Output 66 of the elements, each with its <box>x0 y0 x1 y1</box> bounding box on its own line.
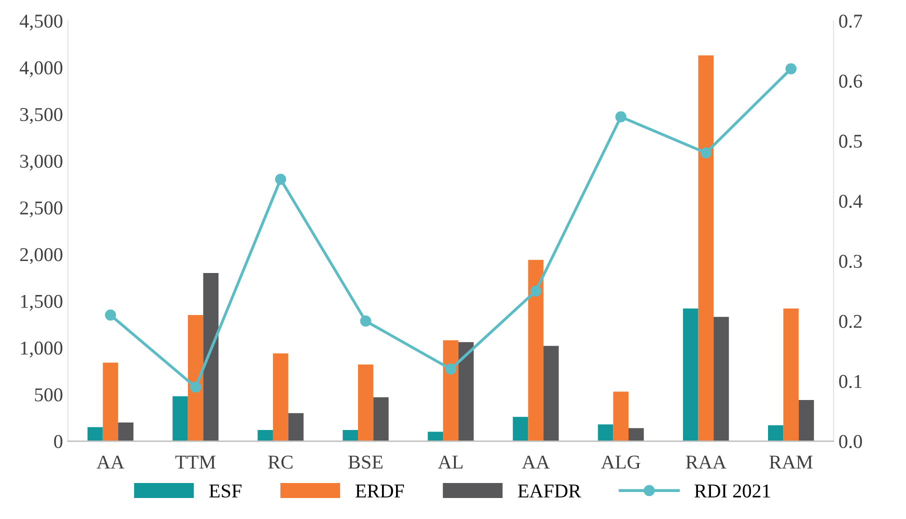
y2-tick-label: 0.0 <box>839 434 862 448</box>
y2-tick-label: 0.4 <box>839 194 862 208</box>
y-tick-label: 2,000 <box>20 248 62 264</box>
bar <box>258 430 273 442</box>
legend-label: ERDF <box>356 484 404 498</box>
legend-label: EAFDR <box>518 484 582 498</box>
x-tick-label: AA <box>522 456 550 469</box>
bar <box>272 353 288 442</box>
bar <box>628 428 644 442</box>
bar <box>512 416 528 442</box>
y-tick-label: 4,000 <box>20 61 62 78</box>
bar <box>288 413 304 442</box>
bar <box>358 364 374 442</box>
bar <box>798 400 814 442</box>
bar <box>102 362 118 442</box>
y-tick-label: 3,000 <box>20 154 62 171</box>
y-tick-label: 4,500 <box>20 14 62 30</box>
bar <box>118 422 134 442</box>
y2-tick-label: 0.1 <box>839 374 862 388</box>
y2-tick-label: 0.3 <box>839 254 862 268</box>
point <box>700 147 712 158</box>
point <box>360 315 372 327</box>
bar <box>88 427 103 442</box>
point <box>445 364 456 375</box>
y-tick-label: 0 <box>54 434 62 448</box>
y2-tick-label: 0.7 <box>839 14 862 28</box>
bar <box>458 342 474 442</box>
x-tick-label: AL <box>438 456 463 469</box>
x-tick-label: TTM <box>175 456 216 469</box>
y-tick-label: 500 <box>35 388 62 402</box>
y-tick-label: 2,500 <box>20 201 62 218</box>
y-tick-label: 1,000 <box>21 342 62 358</box>
x-tick-label: RAM <box>769 456 813 469</box>
bar <box>373 397 389 442</box>
point <box>615 111 626 122</box>
bar <box>682 308 698 442</box>
bar <box>768 425 784 442</box>
bar <box>443 340 458 442</box>
bar <box>528 260 544 442</box>
x-tick-label: RC <box>268 456 293 469</box>
legend-label: RDI 2021 <box>694 484 770 498</box>
bar <box>203 272 219 442</box>
x-tick-label: BSE <box>348 456 383 469</box>
y2-tick-label: 0.6 <box>839 74 862 88</box>
legend-label: ESF <box>209 484 242 498</box>
bar <box>783 308 799 442</box>
point <box>785 63 797 74</box>
bar <box>714 316 729 442</box>
y-tick-label: 3,500 <box>20 108 62 124</box>
point <box>104 309 116 321</box>
y2-tick-label: 0.2 <box>839 314 862 328</box>
bar <box>613 392 629 442</box>
bar <box>598 424 614 442</box>
bar <box>172 396 188 442</box>
x-tick-label: ALG <box>601 456 640 469</box>
bar <box>342 430 358 442</box>
x-tick-label: AA <box>96 456 124 469</box>
point <box>530 285 542 297</box>
bar <box>543 346 559 442</box>
point <box>190 382 202 393</box>
point <box>275 174 286 185</box>
bar <box>188 315 204 442</box>
y-tick-label: 1,500 <box>21 294 62 311</box>
y2-tick-label: 0.5 <box>839 134 862 148</box>
bar <box>698 55 714 442</box>
x-tick-label: RAA <box>686 456 726 469</box>
